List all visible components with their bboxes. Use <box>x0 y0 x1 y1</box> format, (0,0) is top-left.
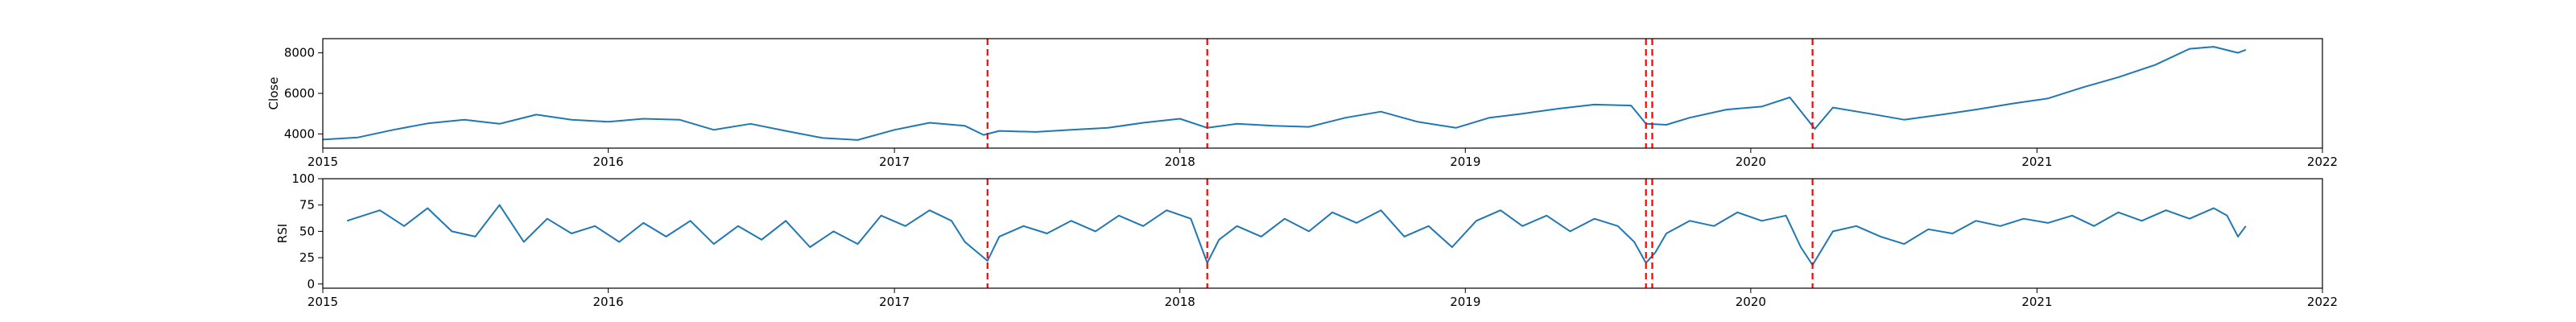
x-tick-label: 2017 <box>879 295 910 309</box>
axes-frame <box>322 38 2323 149</box>
x-tick-label: 2018 <box>1165 295 1195 309</box>
x-tick-label: 2015 <box>308 295 338 309</box>
x-tick-label: 2015 <box>308 155 338 169</box>
x-tick-label: 2018 <box>1165 155 1195 169</box>
y-tick-label: 6000 <box>284 86 315 101</box>
y-axis-label: Close <box>266 77 281 110</box>
y-axis-label: RSI <box>275 224 290 243</box>
x-tick-label: 2019 <box>1450 295 1480 309</box>
x-tick-label: 2022 <box>2307 155 2338 169</box>
x-tick-label: 2017 <box>879 155 910 169</box>
axes-frame <box>322 178 2323 289</box>
y-tick-label: 50 <box>299 224 315 238</box>
x-tick-label: 2016 <box>592 155 623 169</box>
x-tick-label: 2020 <box>1736 295 1766 309</box>
x-tick-label: 2020 <box>1736 155 1766 169</box>
y-tick-label: 0 <box>307 277 315 291</box>
y-tick-label: 4000 <box>284 126 315 141</box>
y-tick-label: 100 <box>291 171 315 186</box>
y-tick-label: 25 <box>299 250 315 265</box>
x-tick-label: 2021 <box>2021 155 2052 169</box>
x-tick-label: 2019 <box>1450 155 1480 169</box>
rsi-chart-panel: 2015 2016 2017 2018 2019 2020 2021 2022 0 25 50 75 1… <box>275 171 2338 309</box>
y-tick-label: 75 <box>299 198 315 213</box>
x-tick-label: 2021 <box>2021 295 2052 309</box>
x-tick-label: 2016 <box>592 295 623 309</box>
close-chart-panel: 2015 2016 2017 2018 2019 2020 2021 2022 4000 6000… <box>266 38 2338 169</box>
series-line <box>346 204 2247 266</box>
y-tick-label: 8000 <box>284 46 315 60</box>
x-tick-label: 2022 <box>2307 295 2338 309</box>
series-line <box>322 46 2247 141</box>
